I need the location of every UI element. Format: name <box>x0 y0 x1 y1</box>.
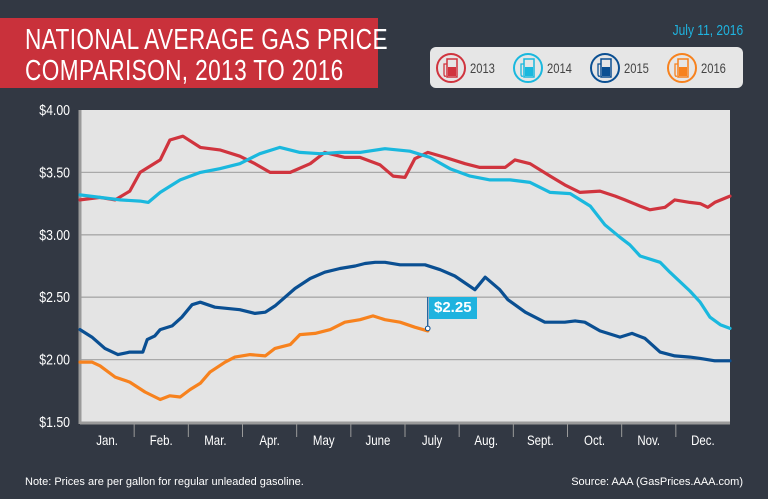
gas-pump-icon <box>436 53 466 83</box>
date-label: July 11, 2016 <box>672 22 744 39</box>
x-tick-label: Feb. <box>150 432 173 448</box>
annotation-point <box>424 325 431 332</box>
y-tick-label: $2.00 <box>39 351 70 367</box>
series-line-2014 <box>78 145 732 330</box>
x-tick-label: July <box>422 432 443 448</box>
gas-pump-icon <box>513 53 543 83</box>
y-tick-label: $1.50 <box>39 414 70 430</box>
x-tick-label: Dec. <box>691 432 715 448</box>
x-tick-label: Sept. <box>527 432 554 448</box>
x-tick-label: Apr. <box>259 432 279 448</box>
x-tick-label: Oct. <box>584 432 605 448</box>
series-line-2016 <box>78 314 430 402</box>
legend: 2013 2014 2015 2016 <box>430 47 743 88</box>
title-banner: NATIONAL AVERAGE GAS PRICE COMPARISON, 2… <box>0 18 388 88</box>
footnote: Note: Prices are per gallon for regular … <box>25 476 304 488</box>
chart-title-line1: NATIONAL AVERAGE GAS PRICE <box>25 24 388 56</box>
gas-pump-icon <box>667 53 697 83</box>
annotation-current-price: $2.25 <box>429 297 477 319</box>
x-tick-label: Mar. <box>204 432 226 448</box>
x-tick-label: Aug. <box>474 432 498 448</box>
chart-title-line2: COMPARISON, 2013 TO 2016 <box>25 55 344 87</box>
legend-item-2016: 2016 <box>666 52 732 84</box>
y-tick-label: $3.00 <box>39 227 70 243</box>
legend-label: 2013 <box>470 60 495 76</box>
legend-label: 2014 <box>547 60 572 76</box>
gas-pump-icon <box>590 53 620 83</box>
y-tick-label: $4.00 <box>39 102 70 118</box>
series-line-2015 <box>78 260 732 363</box>
x-tick-label: May <box>313 432 335 448</box>
legend-item-2013: 2013 <box>435 52 501 84</box>
legend-item-2015: 2015 <box>589 52 655 84</box>
x-tick-label: Jan. <box>96 432 118 448</box>
legend-label: 2015 <box>624 60 649 76</box>
y-tick-label: $3.50 <box>39 164 70 180</box>
y-tick-label: $2.50 <box>39 289 70 305</box>
legend-item-2014: 2014 <box>512 52 578 84</box>
x-tick-label: June <box>365 432 390 448</box>
legend-label: 2016 <box>701 60 726 76</box>
source-note: Source: AAA (GasPrices.AAA.com) <box>571 476 743 488</box>
x-tick-label: Nov. <box>637 432 660 448</box>
